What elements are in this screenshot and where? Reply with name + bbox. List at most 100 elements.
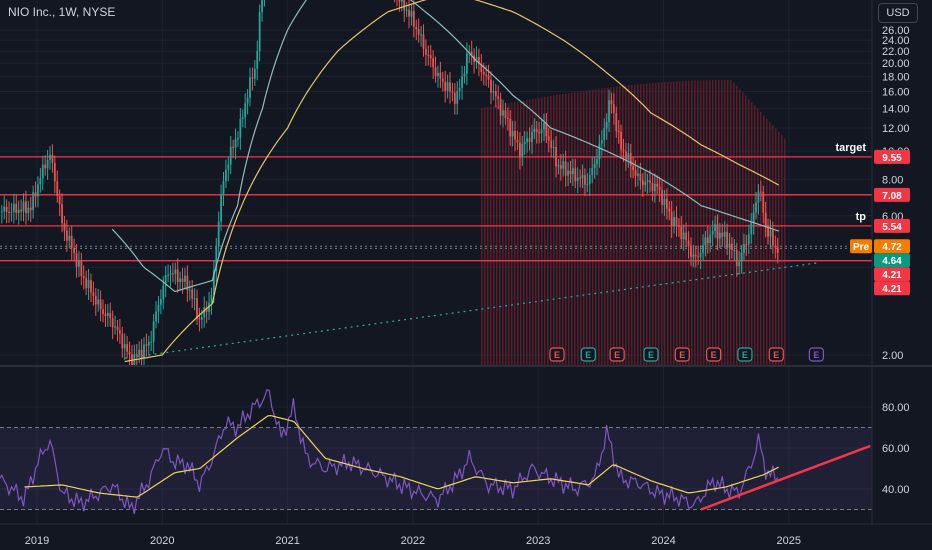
candle-body	[8, 211, 10, 213]
candle-body	[627, 153, 630, 160]
candle-body	[162, 285, 165, 300]
time-tick-label: 2023	[526, 535, 550, 547]
candle-body	[186, 275, 189, 291]
symbol-legend[interactable]: NIO Inc., 1W, NYSE	[8, 5, 115, 19]
candle-body	[432, 58, 435, 68]
candle-body	[509, 118, 512, 137]
candle-body	[106, 313, 109, 317]
earnings-marker-label: E	[773, 350, 779, 360]
candle-body	[598, 143, 601, 160]
earnings-marker[interactable]	[706, 347, 722, 362]
candle-body	[651, 182, 654, 192]
candle-body	[0, 211, 3, 213]
candle-body	[482, 72, 485, 75]
candle-body	[449, 82, 451, 92]
candle-body	[579, 177, 582, 179]
candle-body	[704, 237, 707, 246]
candle-body	[422, 34, 425, 49]
candle-body	[85, 277, 88, 289]
ma-slow-line[interactable]	[124, 0, 780, 363]
candle-body	[516, 139, 519, 143]
earnings-marker[interactable]	[609, 347, 625, 362]
candle-body	[126, 344, 129, 352]
earnings-marker[interactable]	[768, 347, 784, 362]
candle-body	[634, 170, 637, 176]
candle-body	[111, 318, 114, 328]
candle-body	[678, 225, 680, 227]
earnings-marker[interactable]	[737, 347, 753, 362]
candle-body	[251, 77, 254, 79]
candle-body	[49, 154, 51, 160]
candle-body	[550, 140, 553, 148]
candle-body	[239, 118, 242, 138]
price-badge-label: 4.72	[882, 242, 902, 253]
candle-body	[256, 51, 259, 69]
candle-body	[564, 161, 567, 176]
candle-body	[425, 48, 427, 55]
price-badge-label: 5.54	[882, 222, 902, 233]
candle-body	[574, 168, 577, 182]
candle-body	[51, 154, 54, 164]
earnings-marker[interactable]	[549, 347, 565, 362]
candle-body	[547, 136, 550, 141]
candle-body	[68, 235, 71, 241]
candle-body	[56, 181, 59, 196]
earnings-marker-label: E	[648, 350, 654, 360]
candle-body	[118, 329, 121, 334]
candle-body	[747, 234, 750, 245]
earnings-marker[interactable]	[580, 347, 596, 362]
candle-body	[205, 307, 208, 312]
candle-body	[569, 170, 572, 175]
earnings-marker-label: E	[711, 350, 717, 360]
currency-button[interactable]: USD	[878, 3, 918, 23]
candle-body	[673, 217, 676, 227]
candle-body	[670, 211, 673, 227]
candle-body	[661, 189, 663, 206]
ma-fast-line[interactable]	[111, 0, 780, 293]
candle-body	[222, 181, 225, 195]
earnings-marker[interactable]	[643, 347, 659, 362]
rsi-line[interactable]	[0, 388, 779, 515]
earnings-marker[interactable]	[808, 347, 824, 362]
candle-body	[22, 201, 25, 212]
candle-body	[17, 209, 20, 214]
candle-body	[140, 349, 143, 359]
candle-body	[545, 123, 548, 137]
candle-body	[261, 0, 263, 13]
price-badge-label: 4.64	[882, 256, 902, 267]
candle-body	[463, 73, 466, 77]
candle-body	[193, 298, 196, 300]
candle-body	[543, 123, 545, 130]
time-tick-label: 2019	[25, 535, 49, 547]
candle-body	[179, 278, 182, 283]
rsi-trendline[interactable]	[700, 444, 871, 511]
candle-body	[12, 203, 15, 212]
candle-body	[687, 240, 690, 247]
candle-body	[478, 56, 480, 65]
level-annotation-target: target	[835, 142, 866, 154]
candle-body	[188, 289, 191, 291]
rsi-ma-line[interactable]	[24, 414, 779, 498]
premarket-tag	[850, 239, 872, 254]
candle-body	[458, 87, 461, 92]
candle-body	[410, 11, 413, 17]
candle-body	[15, 203, 18, 214]
rsi-band	[0, 427, 872, 510]
candle-body	[637, 173, 639, 176]
candle-body	[164, 274, 167, 286]
rsi-tick-label: 60.00	[882, 443, 910, 455]
price-tick-label: 26.00	[882, 25, 910, 37]
candle-body	[176, 269, 179, 283]
price-badge-label: 4.21	[882, 270, 902, 281]
candle-body	[714, 224, 716, 232]
candle-body	[123, 344, 126, 349]
candle-body	[475, 56, 478, 62]
earnings-marker-label: E	[679, 350, 685, 360]
candle-body	[745, 244, 748, 246]
earnings-marker[interactable]	[674, 347, 690, 362]
candle-body	[20, 209, 22, 212]
candle-body	[680, 226, 683, 240]
candle-body	[699, 252, 702, 258]
